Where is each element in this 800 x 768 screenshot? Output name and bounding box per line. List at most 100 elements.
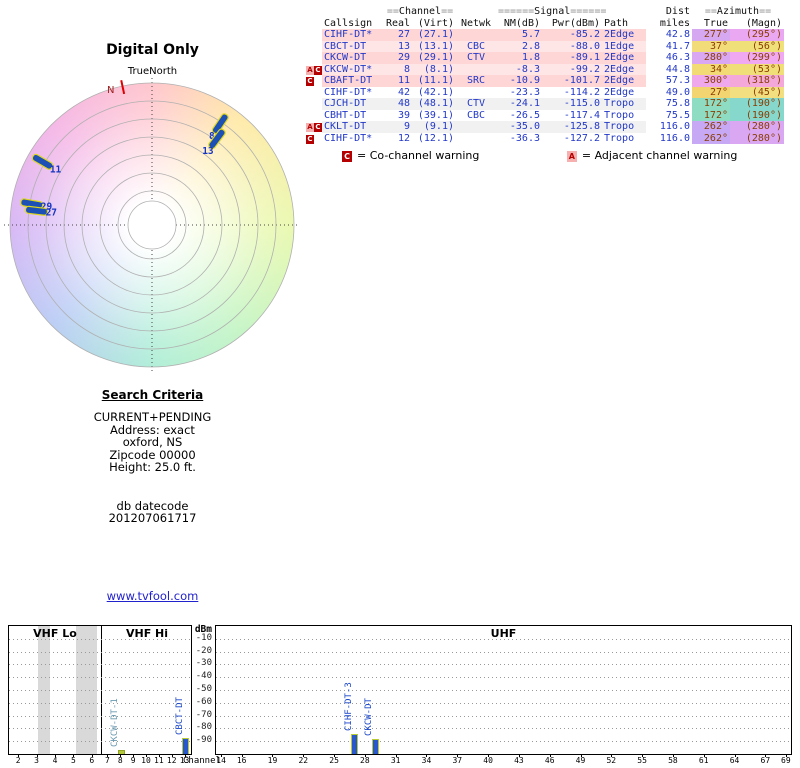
cell-netwk: CBC bbox=[456, 109, 496, 121]
station-table-section: ==Channel== ======Signal====== Dist ==Az… bbox=[306, 6, 800, 162]
cell-path: Tropo bbox=[602, 121, 646, 133]
magnetic-north-tick bbox=[120, 80, 126, 95]
range-ring bbox=[9, 82, 295, 368]
dbm-gridline bbox=[216, 638, 791, 640]
channel-tick-label: 12 bbox=[166, 756, 177, 765]
col-magn: (Magn) bbox=[745, 17, 782, 29]
cell-miles: 75.5 bbox=[665, 109, 690, 121]
warning-cell bbox=[306, 40, 322, 52]
cell-virt: (8.1) bbox=[412, 63, 456, 75]
cell-true_az: 172° bbox=[692, 109, 730, 121]
cell-netwk: CTV bbox=[456, 52, 496, 64]
col-callsign: Callsign bbox=[324, 17, 373, 29]
warning-cell bbox=[306, 86, 322, 98]
channel-tick-label: 25 bbox=[329, 756, 339, 765]
cell-true_az: 300° bbox=[692, 75, 730, 87]
adjacent-channel-warning-icon: A bbox=[566, 151, 577, 162]
uhf-panel: UHF CIHF-DT-3 CKCW-DT bbox=[215, 625, 792, 755]
dbm-tick-label: -90 bbox=[195, 735, 212, 746]
search-line: Address: exact bbox=[110, 422, 195, 437]
channel-tick-label: 8 bbox=[117, 756, 123, 765]
datecode-label: db datecode bbox=[116, 498, 189, 513]
search-line: oxford, NS bbox=[122, 435, 183, 449]
co-channel-warning-icon: C bbox=[306, 77, 314, 86]
dbm-gridline bbox=[9, 702, 191, 704]
search-criteria: Search Criteria CURRENT+PENDING Address:… bbox=[0, 388, 305, 525]
co-channel-warning-icon: C bbox=[314, 123, 322, 132]
channel-tick bbox=[146, 754, 147, 757]
cell-magn_az: (280°) bbox=[730, 121, 784, 133]
search-line: Zipcode 00000 bbox=[109, 447, 196, 462]
co-channel-warning-icon: C bbox=[314, 65, 322, 75]
cell-netwk bbox=[456, 132, 496, 144]
co-channel-warning-icon: C bbox=[342, 151, 352, 162]
radar-marker bbox=[208, 128, 226, 150]
datecode-value: 201207061717 bbox=[108, 511, 197, 525]
cell-virt: (29.1) bbox=[412, 52, 456, 64]
tvfool-link[interactable]: www.tvfool.com bbox=[106, 589, 199, 603]
channel-tick-label: 5 bbox=[70, 756, 76, 765]
signal-bar bbox=[117, 750, 125, 754]
channel-tick bbox=[785, 754, 787, 757]
channel-tick-label: 64 bbox=[729, 756, 740, 765]
uhf-label: UHF bbox=[490, 627, 517, 640]
warning-cell bbox=[306, 29, 322, 41]
cell-callsign: CBCT-DT bbox=[322, 40, 384, 52]
channel-tick bbox=[518, 754, 520, 757]
cell-path: Tropo bbox=[602, 109, 646, 121]
search-line: Height: 25.0 ft. bbox=[109, 460, 196, 474]
cell-callsign: CBHT-DT bbox=[322, 109, 384, 121]
co-channel-legend-text: = Co-channel warning bbox=[357, 149, 480, 162]
channel-tick bbox=[133, 754, 135, 757]
cell-callsign: CIHF-DT* bbox=[322, 132, 384, 144]
cell-nm: 1.8 bbox=[496, 52, 542, 64]
channel-tick bbox=[580, 754, 582, 757]
dbm-tick-label: -80 bbox=[195, 722, 212, 733]
channel-tick bbox=[703, 754, 705, 757]
channel-tick bbox=[272, 754, 274, 757]
signal-bar-label: CIHF-DT-3 bbox=[343, 682, 354, 732]
cell-true_az: 277° bbox=[692, 29, 730, 41]
dbm-gridline bbox=[9, 651, 191, 653]
channel-tick bbox=[120, 754, 122, 757]
channel-tick-label: 22 bbox=[298, 756, 309, 765]
radar-marker bbox=[24, 205, 49, 216]
channel-tick-label: 3 bbox=[34, 756, 39, 765]
cell-pwr: -89.1 bbox=[542, 52, 602, 64]
dbm-gridline bbox=[9, 741, 191, 743]
radar-marker-label: 29 bbox=[41, 201, 53, 212]
cell-pwr: -85.2 bbox=[542, 29, 602, 41]
cell-nm: -24.1 bbox=[496, 98, 542, 110]
cell-real: 9 bbox=[384, 121, 412, 133]
dbm-tick-label: -70 bbox=[195, 709, 212, 720]
col-virt: (Virt) bbox=[417, 17, 454, 29]
cell-real: 8 bbox=[384, 63, 412, 75]
cell-true_az: 34° bbox=[692, 63, 730, 75]
cell-nm: -36.3 bbox=[496, 132, 542, 144]
compass-n-label: N bbox=[107, 85, 114, 96]
warning-cell: C bbox=[306, 75, 322, 87]
cell-real: 42 bbox=[384, 86, 412, 98]
adjacent-channel-warning-icon: A bbox=[306, 65, 314, 75]
cell-true_az: 172° bbox=[692, 98, 730, 110]
dbm-gridline bbox=[216, 677, 791, 679]
dbm-gridline bbox=[9, 664, 191, 666]
cell-true_az: 27° bbox=[692, 86, 730, 98]
channel-tick-label: 34 bbox=[421, 756, 432, 765]
channel-tick-label: 9 bbox=[130, 756, 136, 765]
vhf-hi-label: VHF Hi bbox=[125, 627, 169, 640]
cell-miles: 41.7 bbox=[665, 40, 690, 52]
cell-miles: 116.0 bbox=[659, 121, 690, 132]
channel-tick bbox=[221, 754, 223, 757]
cell-miles: 49.0 bbox=[665, 86, 690, 98]
cell-pwr: -117.4 bbox=[542, 109, 602, 121]
cell-callsign: CIHF-DT* bbox=[322, 29, 384, 41]
dist-group-header: Dist bbox=[665, 6, 690, 17]
channel-axis-label: Channel bbox=[183, 756, 221, 766]
channel-tick bbox=[334, 754, 336, 757]
dbm-gridline bbox=[216, 715, 791, 717]
channel-tick bbox=[91, 754, 93, 757]
cell-magn_az: (299°) bbox=[730, 52, 784, 64]
